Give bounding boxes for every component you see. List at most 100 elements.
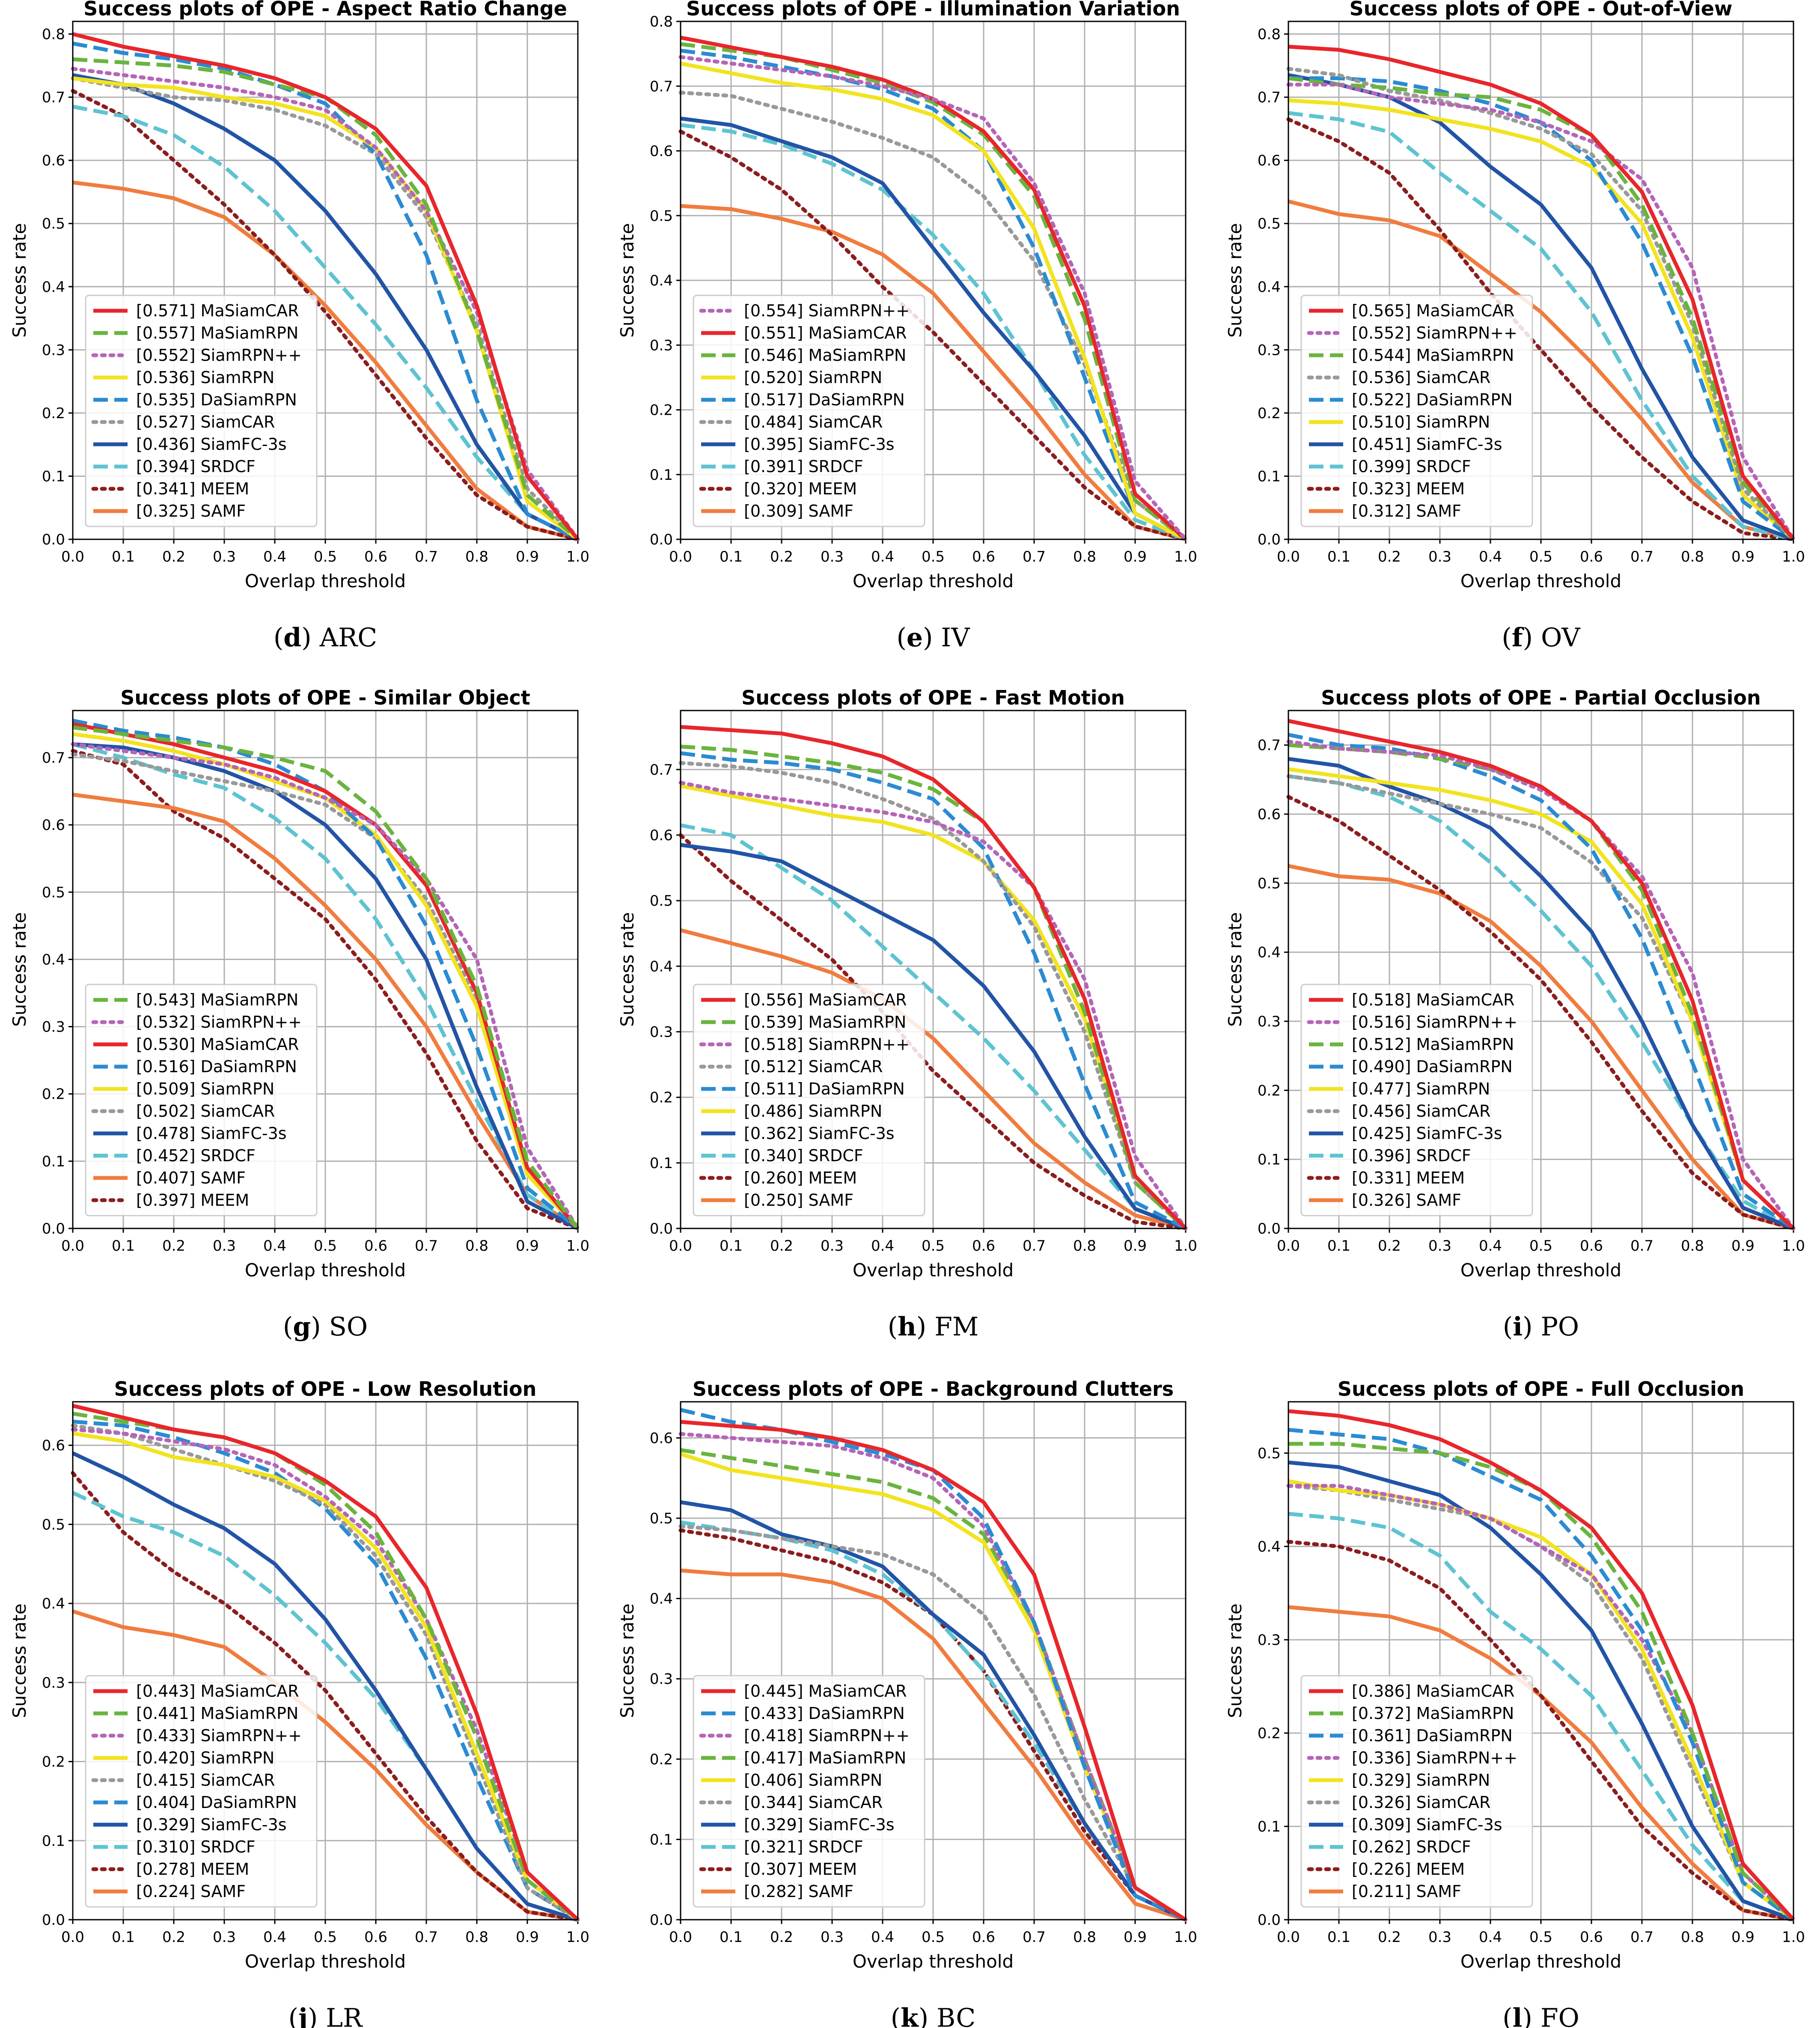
legend-score: 0.340: [750, 1146, 797, 1165]
series-line-dasiamrpn: [680, 48, 1187, 541]
legend-entry: [0.477] SiamRPN: [1352, 1079, 1490, 1098]
legend-bracket-open: [: [136, 1035, 143, 1054]
axes-frame: [1288, 710, 1794, 1229]
legend-bracket-close: ]: [797, 390, 809, 409]
axes-frame: [680, 21, 1187, 540]
legend-name: SiamRPN++: [809, 1726, 910, 1745]
legend-score: 0.418: [750, 1726, 797, 1745]
legend-name: SiamRPN: [201, 1748, 275, 1767]
legend-score: 0.510: [1358, 413, 1405, 431]
legend-bracket-open: [: [136, 435, 143, 454]
legend-name: DaSiamRPN: [809, 1079, 905, 1098]
legend-score: 0.417: [750, 1748, 797, 1767]
caption-letter: g: [293, 1312, 311, 1342]
x-tick-label: 0.1: [1327, 1929, 1350, 1946]
series-line-masiamrpn: [680, 744, 1187, 1230]
caption-paren-close: ): [923, 623, 941, 653]
x-tick-label: 0.9: [516, 1929, 539, 1946]
caption-letter: h: [898, 1312, 916, 1342]
chart-title: Success plots of OPE - Background Clutte…: [693, 1377, 1174, 1401]
x-tick-label: 0.7: [1630, 548, 1653, 565]
caption-paren-close: ): [1523, 1312, 1540, 1342]
legend-bracket-open: [: [744, 368, 750, 387]
legend-score: 0.326: [1358, 1191, 1405, 1210]
x-axis-label: Overlap threshold: [245, 1260, 406, 1281]
legend-bracket-close: ]: [1405, 368, 1416, 387]
series-lines: [678, 1408, 1188, 1922]
legend-bracket-open: [: [1352, 1771, 1358, 1790]
y-tick-label: 0.8: [1258, 26, 1281, 43]
x-tick-label: 1.0: [1782, 1929, 1805, 1946]
x-tick-label: 0.9: [1731, 548, 1755, 565]
legend-bracket-close: ]: [189, 1726, 201, 1745]
legend-score: 0.362: [750, 1124, 797, 1143]
legend-score: 0.478: [143, 1124, 189, 1143]
legend: [0.386] MaSiamCAR[0.372] MaSiamRPN[0.361…: [1300, 1675, 1533, 1908]
legend-entry: [0.224] SAMF: [136, 1882, 246, 1901]
legend-bracket-close: ]: [797, 1102, 809, 1121]
legend-box: [85, 294, 318, 527]
legend-bracket-open: [: [1352, 435, 1358, 454]
x-tick-label: 0.6: [1580, 1237, 1603, 1255]
legend-bracket-open: [: [744, 1726, 750, 1745]
series-line-meem: [71, 1471, 580, 1922]
legend-bracket-close: ]: [797, 1035, 809, 1054]
legend-bracket-open: [: [744, 413, 750, 431]
x-tick-label: 0.8: [1073, 1237, 1096, 1255]
legend-score: 0.282: [750, 1882, 797, 1901]
legend-name: SiamCAR: [809, 413, 883, 431]
y-tick-label: 0.2: [1258, 1082, 1281, 1099]
legend-name: SRDCF: [201, 1146, 256, 1165]
y-axis-label: Success rate: [1225, 912, 1246, 1027]
legend-score: 0.539: [750, 1013, 797, 1032]
legend-bracket-close: ]: [1405, 301, 1416, 320]
legend-box: [693, 294, 925, 527]
legend-score: 0.331: [1358, 1169, 1405, 1187]
legend-entry: [0.512] SiamCAR: [744, 1057, 883, 1076]
series-lines: [678, 36, 1188, 541]
axes-frame: [680, 710, 1187, 1229]
caption-paren-open: (: [283, 1312, 293, 1342]
legend-bracket-open: [: [1352, 1726, 1358, 1745]
legend-name: MaSiamRPN: [809, 1748, 907, 1767]
legend-score: 0.320: [750, 479, 797, 498]
series-line-masiamrpn: [72, 725, 580, 1230]
y-tick-label: 0.0: [42, 531, 65, 548]
x-tick-label: 0.4: [871, 548, 894, 565]
x-tick-label: 0.7: [415, 1929, 438, 1946]
series-line-samf: [72, 792, 579, 1230]
legend-entry: [0.310] SRDCF: [136, 1838, 256, 1856]
x-tick-label: 0.3: [213, 1929, 236, 1946]
y-axis-label: Success rate: [617, 912, 638, 1027]
series-line-meem: [71, 749, 580, 1231]
legend-bracket-close: ]: [189, 368, 201, 387]
y-tick-label: 0.6: [1258, 806, 1281, 823]
legend-bracket-close: ]: [1405, 1815, 1416, 1834]
legend: [0.556] MaSiamCAR[0.539] MaSiamRPN[0.518…: [693, 984, 925, 1216]
series-line-masiamcar: [1288, 719, 1795, 1230]
axes-frame: [72, 710, 579, 1229]
x-tick-label: 0.8: [465, 548, 488, 565]
chart-title: Success plots of OPE - Low Resolution: [114, 1377, 537, 1401]
series-line-masiamcar: [1288, 45, 1795, 541]
x-tick-label: 0.2: [162, 1237, 185, 1255]
legend-entry: [0.552] SiamRPN++: [1352, 324, 1517, 342]
legend-score: 0.336: [1358, 1748, 1405, 1767]
legend-bracket-close: ]: [797, 1169, 809, 1187]
chart-title: Success plots of OPE - Fast Motion: [741, 686, 1125, 709]
legend-name: MaSiamCAR: [201, 1035, 299, 1054]
x-axis-label: Overlap threshold: [245, 1951, 406, 1972]
legend-entry: [0.250] SAMF: [744, 1191, 853, 1210]
legend-score: 0.451: [1358, 435, 1405, 454]
legend-bracket-close: ]: [797, 301, 809, 320]
legend-bracket-open: [: [744, 502, 750, 520]
chart-title: Success plots of OPE - Illumination Vari…: [686, 0, 1180, 20]
legend-bracket-open: [: [136, 324, 143, 342]
legend-bracket-close: ]: [189, 1882, 201, 1901]
legend-entry: [0.535] DaSiamRPN: [136, 390, 297, 409]
y-tick-label: 0.1: [42, 1153, 65, 1170]
legend-name: MEEM: [201, 479, 250, 498]
x-tick-label: 0.8: [465, 1929, 488, 1946]
x-tick-label: 0.1: [112, 1929, 135, 1946]
legend-entry: [0.361] DaSiamRPN: [1352, 1726, 1513, 1745]
